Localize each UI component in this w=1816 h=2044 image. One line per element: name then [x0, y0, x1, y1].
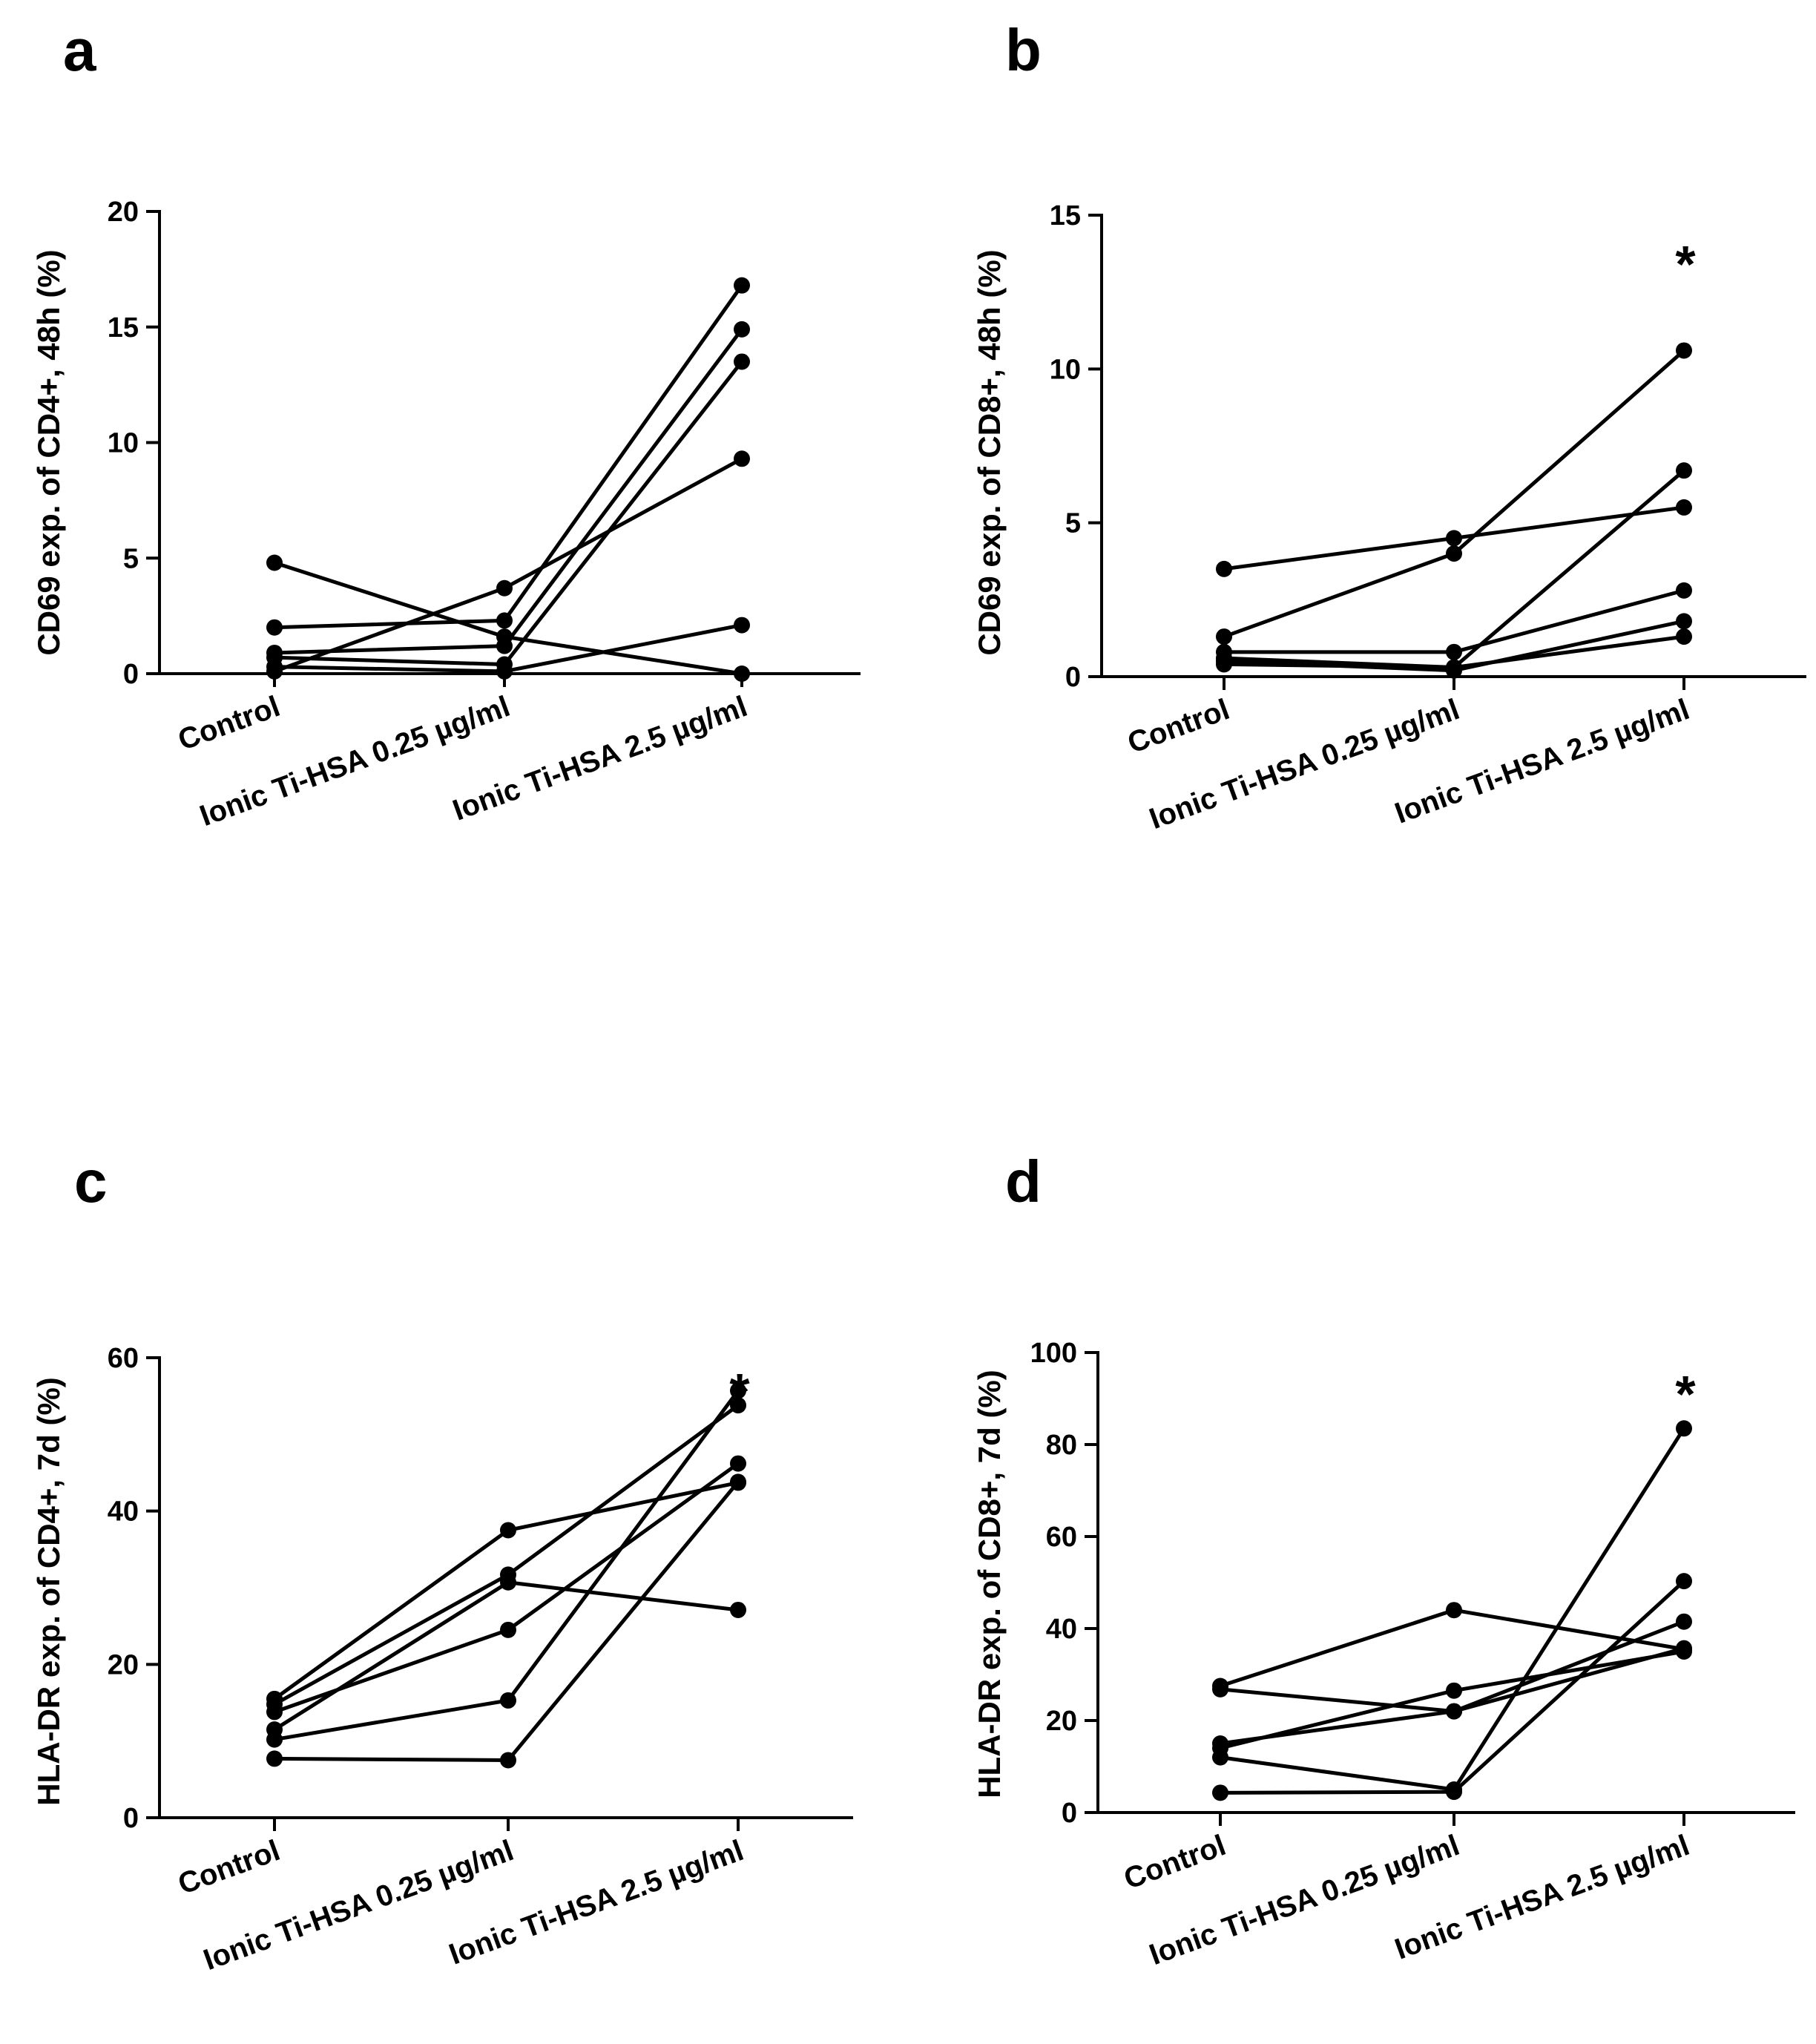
- data-point: [734, 277, 750, 294]
- series-line-subject-3: [1224, 588, 1685, 654]
- series-line-subject-2: [274, 284, 744, 630]
- data-point: [1676, 628, 1692, 645]
- data-point: [266, 1731, 283, 1748]
- y-tick-label: 40: [1046, 1614, 1077, 1645]
- data-point: [1446, 1784, 1462, 1801]
- data-point: [500, 1692, 516, 1709]
- y-tick-label: 60: [1046, 1522, 1077, 1553]
- data-point: [1676, 499, 1692, 516]
- data-point: [1212, 1784, 1228, 1801]
- data-point: [1446, 530, 1462, 547]
- data-point: [1446, 643, 1462, 660]
- series-line-subject-2: [273, 1404, 740, 1706]
- panel-letter: a: [63, 17, 96, 83]
- data-point: [1676, 1613, 1692, 1630]
- y-axis-title: HLA-DR exp. of CD8+, 7d (%): [972, 1370, 1007, 1798]
- data-point: [496, 612, 513, 629]
- data-point: [500, 1522, 516, 1539]
- data-point: [1676, 1420, 1692, 1437]
- data-point: [266, 554, 283, 571]
- data-point: [1446, 659, 1462, 676]
- x-category-label: Control: [1123, 693, 1234, 760]
- data-point: [1676, 613, 1692, 630]
- data-point: [1676, 342, 1692, 359]
- data-point: [1446, 545, 1462, 562]
- panel-letter: b: [1005, 17, 1042, 83]
- y-tick-label: 20: [108, 197, 139, 228]
- y-tick-label: 20: [108, 1649, 139, 1680]
- data-point: [1446, 1682, 1462, 1699]
- y-tick-label: 10: [1050, 354, 1081, 385]
- data-point: [730, 1455, 746, 1472]
- series-line-subject-3: [274, 328, 744, 655]
- data-point: [496, 663, 513, 680]
- y-tick-label: 0: [1065, 662, 1081, 693]
- data-point: [1216, 560, 1232, 577]
- y-tick-label: 15: [1050, 200, 1081, 231]
- data-point: [266, 663, 283, 680]
- x-category-label: Control: [1119, 1829, 1230, 1896]
- significance-asterisk: *: [1675, 1365, 1696, 1423]
- y-tick-label: 15: [108, 312, 139, 344]
- series-line-subject-2: [1220, 1646, 1685, 1714]
- y-tick-label: 0: [123, 1803, 139, 1834]
- y-tick-label: 5: [123, 543, 139, 574]
- data-point: [734, 321, 750, 338]
- data-point: [1216, 656, 1232, 673]
- data-point: [1446, 1602, 1462, 1619]
- data-point: [496, 579, 513, 597]
- data-point: [730, 1382, 746, 1399]
- data-point: [500, 1752, 516, 1769]
- y-axis-title: CD69 exp. of CD4+, 48h (%): [31, 249, 66, 655]
- data-point: [500, 1621, 516, 1638]
- panel-letter: c: [74, 1148, 108, 1215]
- y-tick-label: 100: [1030, 1338, 1077, 1369]
- data-point: [730, 1473, 746, 1491]
- significance-asterisk: *: [1675, 235, 1696, 293]
- y-tick-label: 10: [108, 428, 139, 459]
- significance-asterisk: *: [729, 1363, 750, 1421]
- data-point: [1676, 462, 1692, 479]
- data-point: [1676, 1643, 1692, 1660]
- data-point: [500, 1574, 516, 1591]
- x-category-label: Control: [174, 1834, 284, 1901]
- x-category-label: Control: [174, 690, 284, 757]
- y-tick-label: 80: [1046, 1430, 1077, 1461]
- y-tick-label: 0: [123, 659, 139, 690]
- data-point: [266, 1703, 283, 1721]
- y-axis-title: HLA-DR exp. of CD4+, 7d (%): [31, 1377, 66, 1806]
- data-point: [1212, 1680, 1228, 1698]
- y-tick-label: 40: [108, 1496, 139, 1528]
- series-line-subject-3: [1220, 1620, 1685, 1746]
- data-point: [1676, 582, 1692, 599]
- panel-letter: d: [1005, 1148, 1042, 1215]
- data-point: [734, 617, 750, 634]
- y-tick-label: 5: [1065, 508, 1081, 539]
- data-point: [734, 450, 750, 467]
- y-tick-label: 0: [1062, 1798, 1077, 1829]
- data-point: [734, 666, 750, 682]
- series-line-subject-2: [1223, 349, 1685, 639]
- data-point: [1446, 1703, 1462, 1720]
- data-point: [1212, 1749, 1228, 1766]
- y-tick-label: 60: [108, 1343, 139, 1374]
- y-axis-title: CD69 exp. of CD8+, 48h (%): [972, 249, 1007, 655]
- data-point: [266, 1750, 283, 1767]
- data-point: [1216, 628, 1232, 645]
- data-point: [496, 637, 513, 654]
- data-point: [1676, 1573, 1692, 1590]
- y-tick-label: 20: [1046, 1706, 1077, 1737]
- data-point: [730, 1397, 746, 1414]
- data-point: [734, 353, 750, 370]
- data-point: [266, 619, 283, 636]
- data-point: [730, 1601, 746, 1618]
